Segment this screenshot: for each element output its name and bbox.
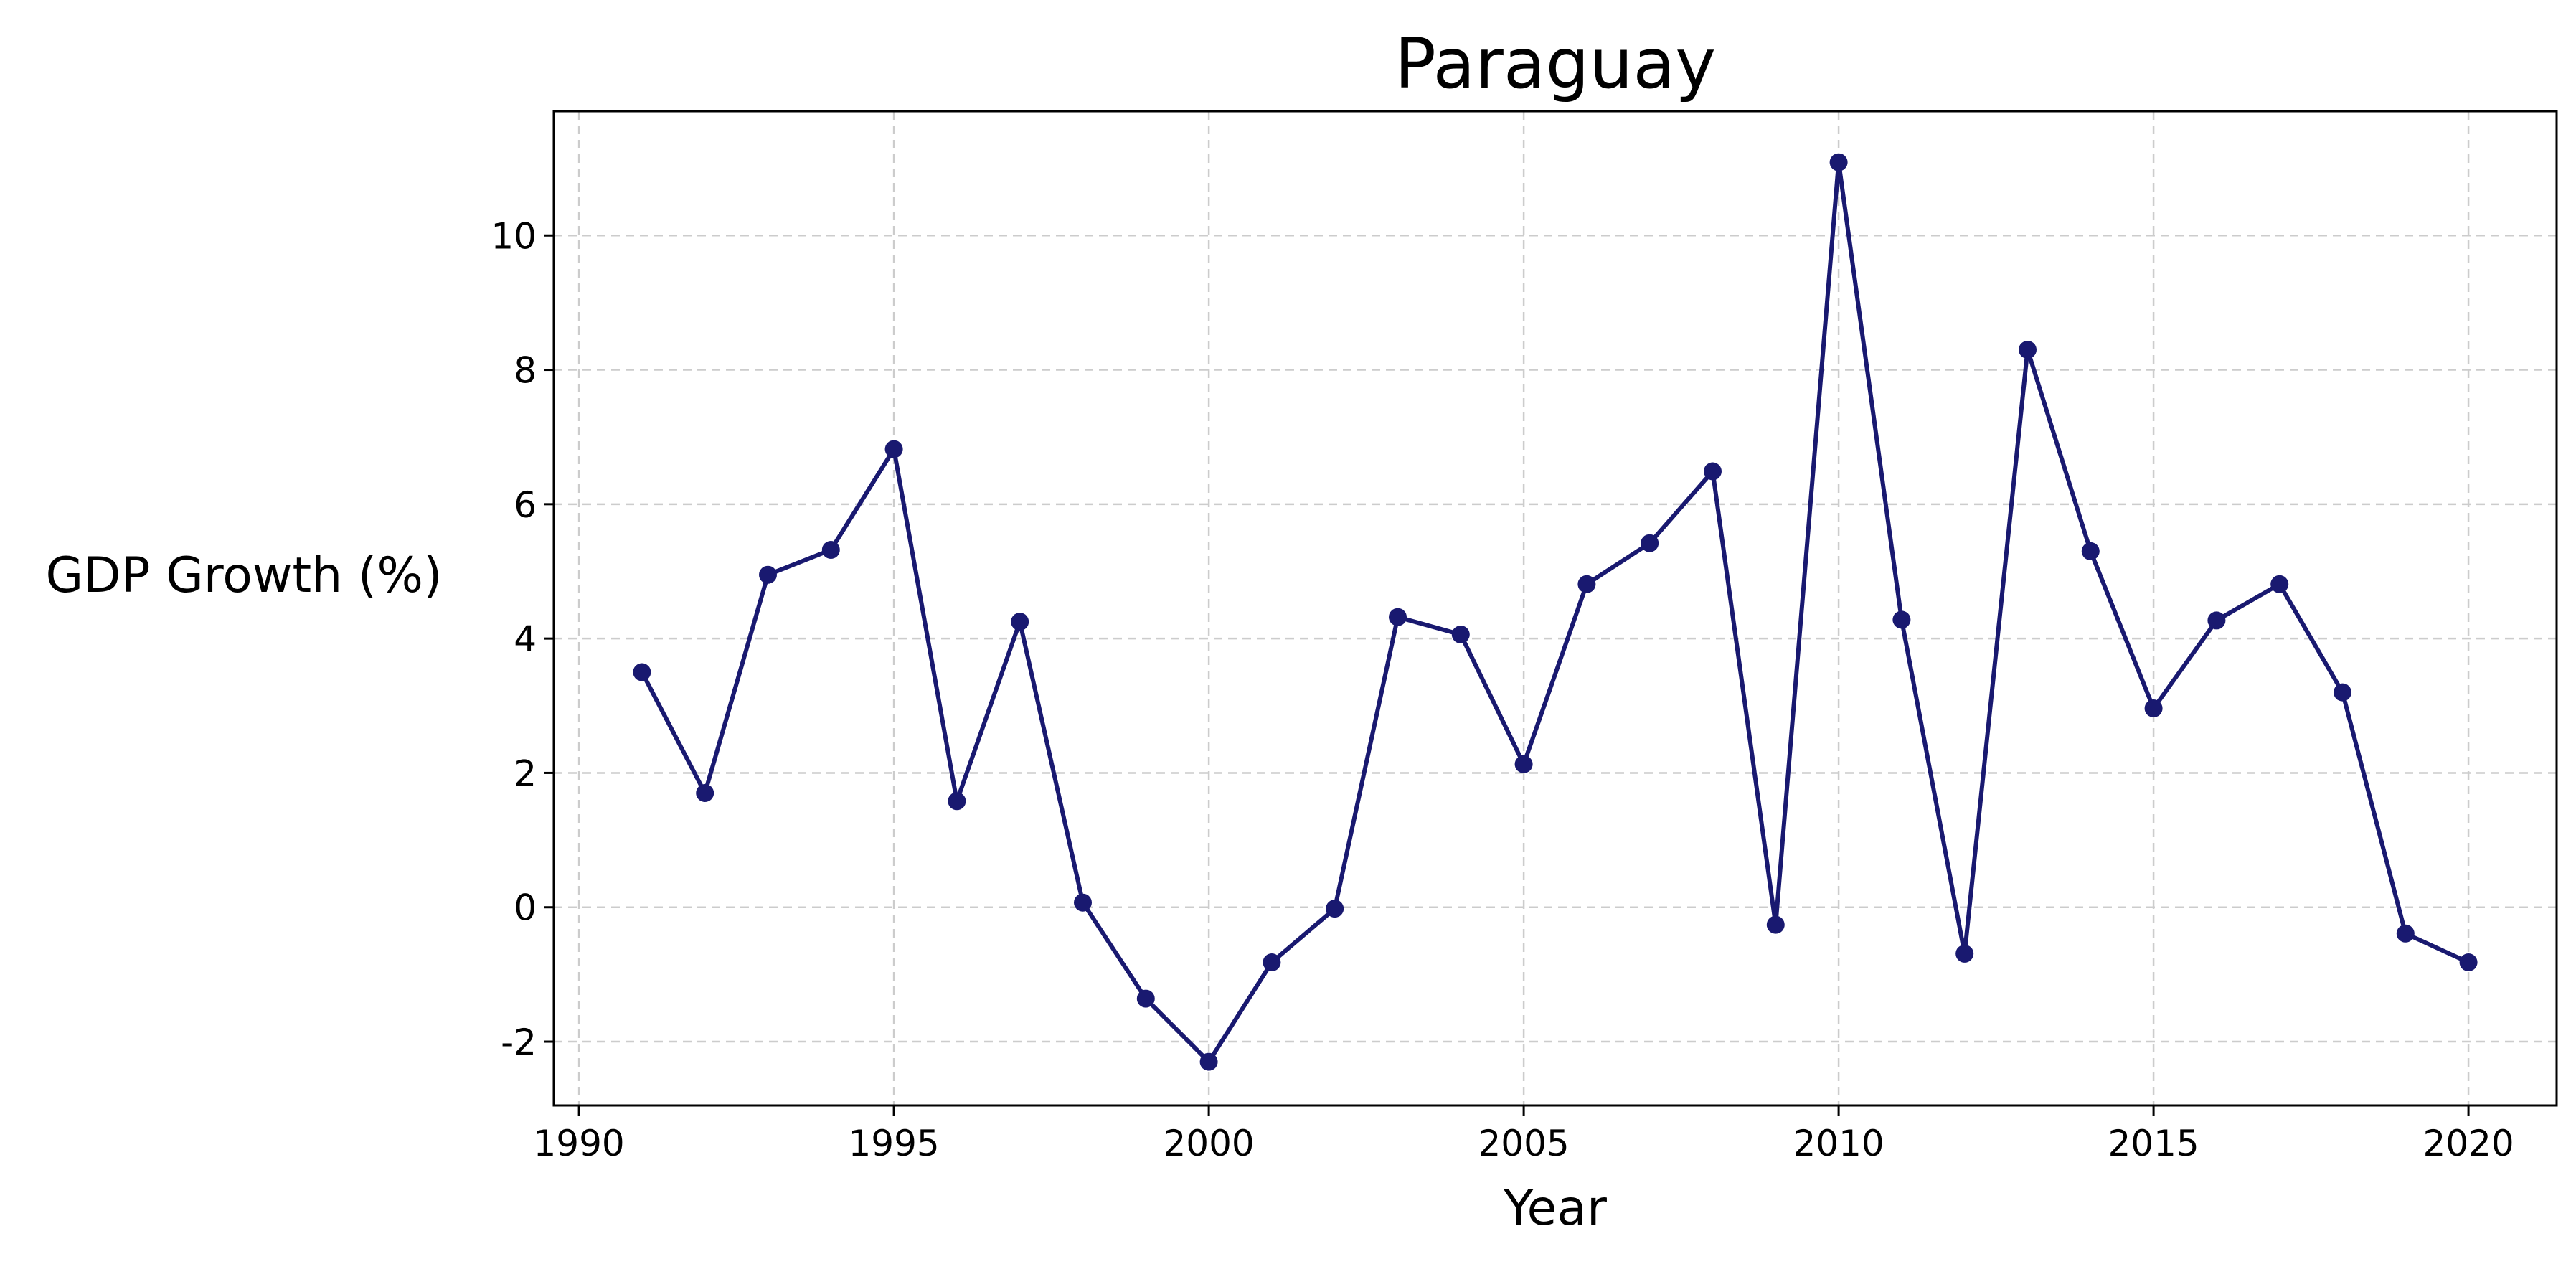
data-point — [2459, 953, 2478, 971]
data-point — [1829, 153, 1848, 171]
x-tick-label: 1995 — [848, 1123, 939, 1164]
data-point — [1641, 534, 1659, 552]
y-tick-label: 4 — [514, 618, 537, 660]
y-tick-label: -2 — [501, 1022, 537, 1063]
data-point — [1011, 613, 1029, 631]
data-point — [1955, 944, 1974, 963]
data-point — [2270, 575, 2289, 593]
series-line — [640, 160, 2470, 1065]
data-point — [884, 440, 903, 458]
x-tick-label: 2000 — [1163, 1123, 1254, 1164]
data-point — [1514, 755, 1533, 773]
x-tick-label: 2015 — [2108, 1123, 2199, 1164]
data-point — [696, 784, 714, 802]
data-point — [2144, 699, 2163, 717]
x-tick-label: 2005 — [1478, 1123, 1569, 1164]
data-point — [821, 541, 840, 559]
data-point — [2207, 611, 2226, 630]
data-point — [2081, 542, 2100, 560]
y-axis-label: GDP Growth (%) — [45, 547, 442, 604]
y-tick-label: 8 — [514, 350, 537, 392]
series-layer — [633, 153, 2478, 1071]
data-point — [948, 792, 966, 811]
data-point — [1766, 915, 1785, 934]
y-tick-label: 2 — [514, 753, 537, 794]
plot-area-frame — [552, 110, 2558, 1107]
y-tick-label: 6 — [514, 484, 537, 526]
grid — [554, 111, 2557, 1105]
data-point — [1263, 953, 1281, 971]
x-tick-label: 2010 — [1793, 1123, 1884, 1164]
data-point — [1326, 900, 1344, 918]
data-point — [1199, 1052, 1218, 1071]
data-point — [2334, 683, 2351, 702]
data-point — [633, 663, 651, 681]
chart-title: Paraguay — [1395, 24, 1716, 104]
y-tick-label: 0 — [514, 887, 537, 929]
data-point — [1074, 893, 1092, 912]
data-point — [1389, 608, 1407, 626]
x-tick-label: 1990 — [533, 1123, 624, 1164]
y-tick-label: 10 — [491, 215, 537, 257]
data-point — [1704, 462, 1722, 481]
data-point — [1136, 989, 1155, 1008]
data-point — [1577, 575, 1596, 593]
x-axis-label: Year — [1503, 1180, 1607, 1237]
data-point — [1451, 626, 1470, 643]
axis-ticks: 1990 1995 2000 2005 2010 2015 2020 -2 0 2 4 6 8 10 — [491, 215, 2514, 1164]
data-point — [2019, 341, 2037, 359]
data-point — [2396, 924, 2415, 943]
data-point — [1892, 610, 1911, 629]
x-tick-label: 2020 — [2422, 1123, 2514, 1164]
data-point — [759, 565, 777, 584]
